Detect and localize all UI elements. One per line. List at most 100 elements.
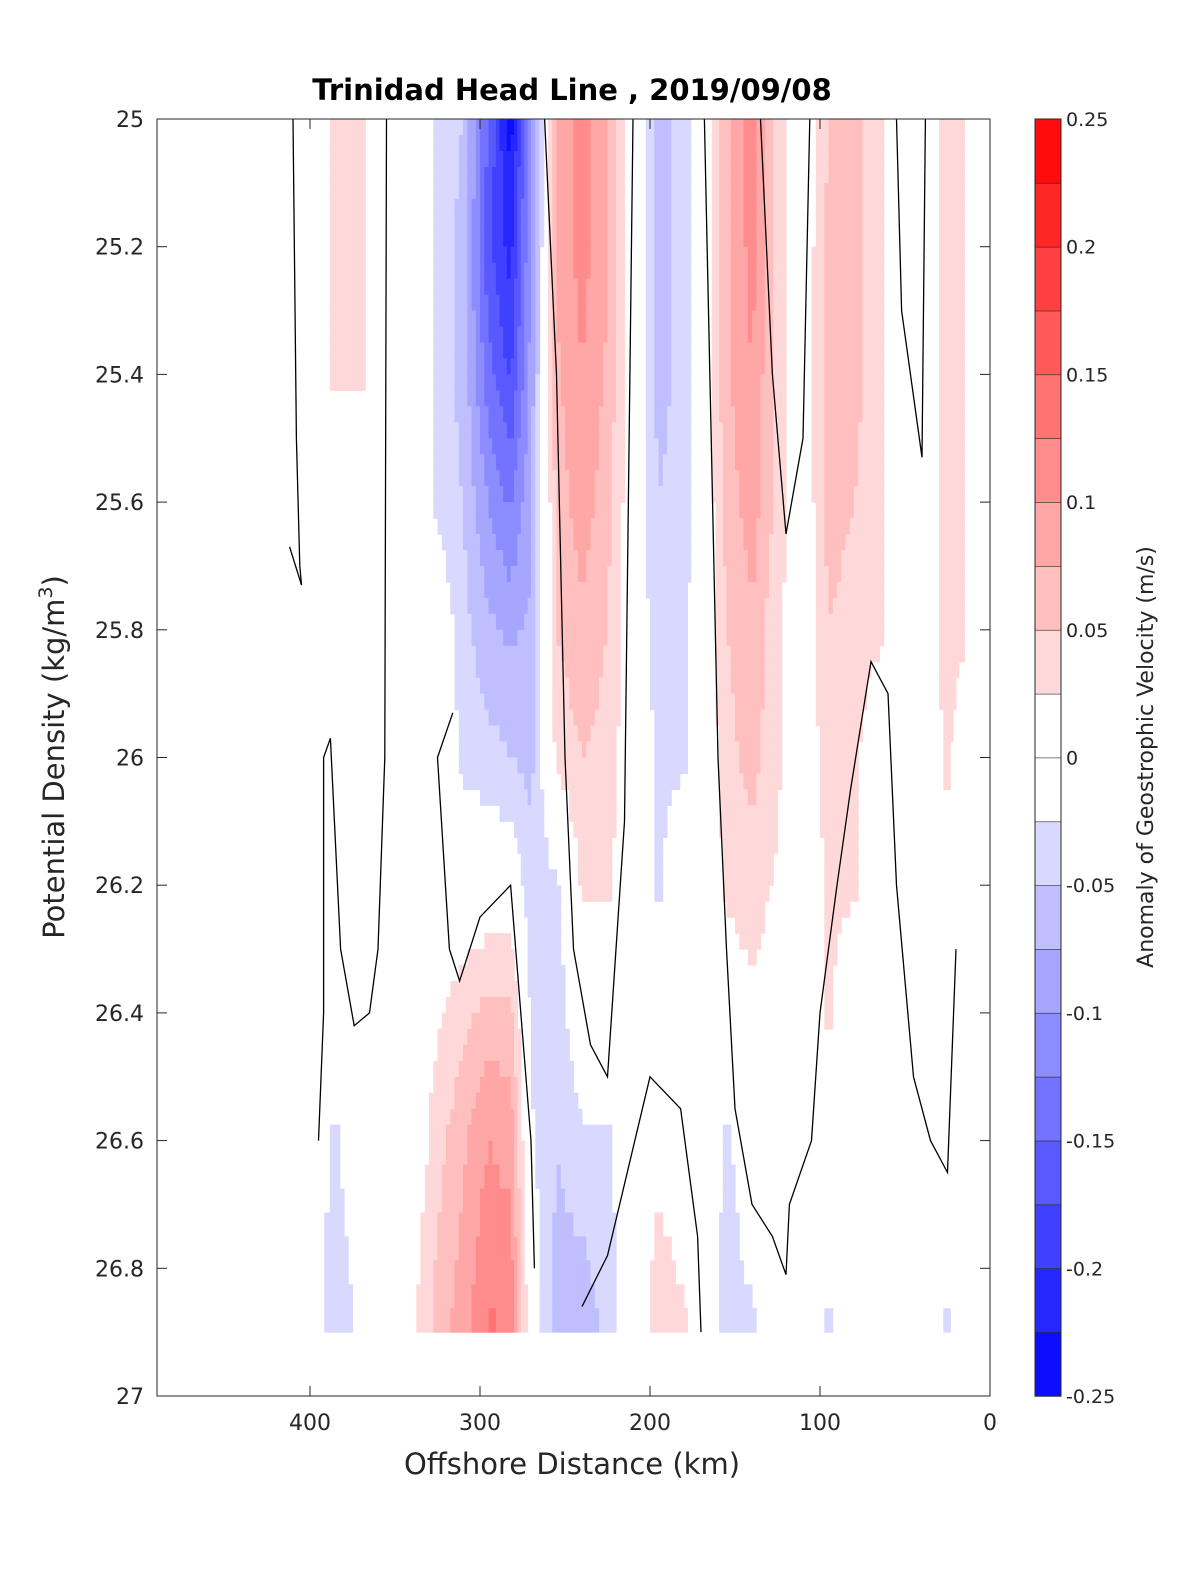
- heat-cell: [348, 166, 354, 184]
- heat-cell: [815, 278, 821, 296]
- heat-cell: [586, 502, 592, 519]
- heat-cell: [361, 135, 366, 152]
- heat-cell: [824, 374, 830, 391]
- heat-cell: [752, 422, 757, 439]
- heat-cell: [679, 438, 685, 455]
- heat-cell: [590, 1140, 596, 1166]
- heat-cell: [565, 470, 570, 487]
- heat-cell: [520, 518, 525, 535]
- heat-cell: [503, 310, 508, 328]
- heat-cell: [845, 550, 851, 567]
- heat-cell: [480, 566, 485, 583]
- heat-cell: [437, 486, 443, 503]
- heat-cell: [503, 294, 508, 312]
- heat-cell: [471, 709, 477, 727]
- heat-cell: [503, 230, 508, 248]
- heat-cell: [599, 741, 604, 759]
- heat-cell: [599, 1284, 604, 1309]
- heat-cell: [658, 326, 664, 344]
- heat-cell: [616, 278, 621, 296]
- heat-cell: [781, 454, 787, 471]
- heat-cell: [747, 1284, 753, 1309]
- heat-cell: [552, 214, 558, 232]
- heat-cell: [454, 198, 460, 216]
- heat-cell: [939, 198, 944, 216]
- heat-cell: [815, 454, 821, 471]
- heat-cell: [719, 230, 724, 248]
- heat-cell: [475, 294, 481, 312]
- heat-cell: [556, 677, 562, 695]
- heat-cell: [424, 1236, 430, 1261]
- heat-cell: [560, 182, 566, 200]
- heat-cell: [480, 470, 485, 487]
- heat-cell: [594, 1140, 600, 1166]
- heat-cell: [503, 119, 508, 136]
- heat-cell: [607, 135, 613, 152]
- heat-cell: [535, 294, 541, 312]
- heat-cell: [506, 1140, 512, 1166]
- heat-cell: [480, 1164, 485, 1189]
- heat-cell: [752, 677, 757, 695]
- heat-cell: [687, 278, 692, 296]
- heat-cell: [828, 422, 834, 439]
- heat-cell: [344, 1260, 349, 1285]
- heat-cell: [517, 709, 522, 727]
- heat-cell: [527, 837, 532, 854]
- heat-cell: [352, 214, 358, 232]
- heat-cell: [875, 246, 881, 264]
- heat-cell: [446, 166, 451, 184]
- heat-cell: [535, 310, 541, 328]
- heat-cell: [573, 454, 579, 471]
- heat-cell: [849, 454, 855, 471]
- heat-cell: [569, 438, 575, 455]
- heat-cell: [573, 358, 579, 375]
- heat-cell: [552, 1012, 558, 1030]
- heat-cell: [531, 326, 536, 344]
- heat-cell: [752, 645, 757, 663]
- heat-cell: [467, 741, 473, 759]
- heat-cell: [743, 358, 749, 375]
- heat-cell: [552, 135, 558, 152]
- heat-cell: [667, 294, 672, 312]
- heat-cell: [769, 374, 774, 391]
- heat-cell: [503, 629, 508, 647]
- heat-cell: [726, 1260, 732, 1285]
- heat-cell: [671, 342, 677, 360]
- heat-cell: [769, 869, 774, 886]
- heat-cell: [773, 741, 779, 759]
- heat-cell: [777, 566, 783, 583]
- heat-cell: [586, 438, 592, 455]
- heat-cell: [475, 1044, 481, 1062]
- heat-cell: [687, 390, 692, 407]
- heat-cell: [548, 869, 553, 886]
- heat-cell: [552, 677, 558, 695]
- heat-cell: [862, 342, 868, 360]
- heat-cell: [463, 182, 468, 200]
- heat-cell: [514, 677, 518, 695]
- heat-cell: [730, 1284, 736, 1309]
- heat-cell: [662, 310, 668, 328]
- heat-cell: [467, 1044, 473, 1062]
- heat-cell: [454, 230, 460, 248]
- heat-cell: [679, 182, 685, 200]
- heat-cell: [446, 374, 451, 391]
- heat-cell: [743, 326, 749, 344]
- heat-cell: [752, 933, 757, 950]
- heat-cell: [773, 166, 779, 184]
- heat-cell: [943, 550, 949, 567]
- heat-cell: [441, 1124, 447, 1142]
- heat-cell: [484, 629, 490, 647]
- heat-cell: [471, 1260, 477, 1285]
- heat-cell: [348, 262, 354, 280]
- heat-cell: [514, 613, 518, 631]
- heat-cell: [527, 119, 532, 136]
- heat-cell: [777, 390, 783, 407]
- heat-cell: [671, 310, 677, 328]
- heat-cell: [524, 262, 529, 280]
- heat-cell: [471, 150, 477, 168]
- heat-cell: [517, 390, 522, 407]
- heat-cell: [429, 1092, 434, 1110]
- heat-cell: [675, 693, 681, 711]
- heat-cell: [506, 406, 512, 423]
- heat-cell: [675, 310, 681, 328]
